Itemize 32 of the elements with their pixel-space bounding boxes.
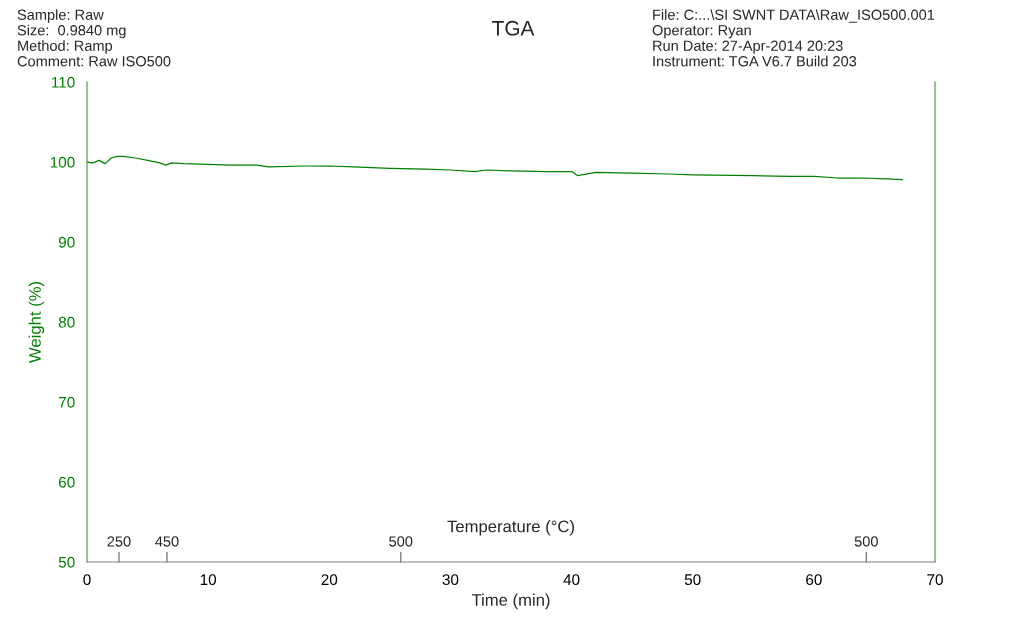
text: Sample: Raw — [17, 9, 104, 23]
y-tick-label: 50 — [58, 556, 75, 568]
text: Method: Ramp — [18, 40, 113, 54]
x-tick-label: 60 — [806, 574, 822, 586]
text: Run Date: 27-Apr-2014 20:23 — [653, 40, 843, 54]
x-tick-label: 0 — [83, 574, 91, 586]
x-tick-label: 30 — [442, 574, 459, 586]
x2-axis-title: Temperature (°C) — [447, 520, 574, 536]
chart-title: TGA — [492, 20, 535, 36]
annotation: 500 — [854, 536, 878, 547]
text: Instrument: TGA V6.7 Build 203 — [653, 55, 857, 67]
y-axis-title: Weight (%) — [28, 281, 45, 363]
x-tick-label: 70 — [927, 574, 943, 586]
line-series — [87, 155, 903, 181]
annotation: 500 — [389, 536, 413, 547]
x-tick-label: 10 — [200, 574, 217, 586]
annotation: 450 — [155, 536, 179, 547]
text: Size: 0.9840 mg — [17, 24, 126, 39]
text: Operator: Ryan — [652, 25, 751, 39]
y-tick-label: 60 — [58, 476, 75, 488]
y-tick-label: 110 — [52, 76, 75, 88]
text: Comment: Raw ISO500 — [17, 56, 171, 67]
x-tick-label: 20 — [321, 574, 338, 586]
y-tick-label: 80 — [58, 316, 75, 328]
x-tick-label: 40 — [563, 574, 580, 586]
y-tick-label: 70 — [58, 396, 75, 408]
text: File: C:...\SI SWNT DATA\Raw_ISO500.001 — [653, 9, 935, 23]
x-tick-label: 50 — [684, 574, 701, 586]
y-tick-label: 100 — [50, 156, 75, 168]
annotation: 250 — [107, 536, 131, 547]
y-tick-label: 90 — [58, 236, 75, 248]
x-axis-title: Time (min) — [471, 593, 550, 610]
